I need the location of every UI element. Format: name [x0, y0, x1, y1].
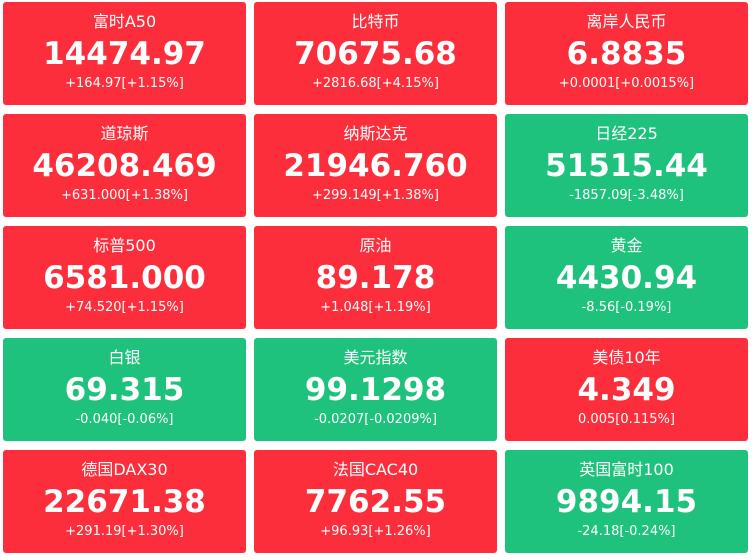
quote-price: 99.1298 [304, 372, 447, 408]
quote-change: +164.97[+1.15%] [65, 76, 184, 91]
quote-change: +291.19[+1.30%] [65, 524, 184, 539]
quote-tile[interactable]: 离岸人民币 6.8835 +0.0001[+0.0015%] [505, 2, 748, 105]
quote-tile[interactable]: 黄金 4430.94 -8.56[-0.19%] [505, 226, 748, 329]
quote-price: 9894.15 [555, 484, 698, 520]
quote-name: 美元指数 [343, 348, 408, 367]
quote-change: +2816.68[+4.15%] [312, 76, 439, 91]
quote-change: +299.149[+1.38%] [312, 188, 439, 203]
quote-price: 6581.000 [43, 260, 206, 296]
quote-price: 51515.44 [545, 148, 708, 184]
quote-change: -0.040[-0.06%] [75, 412, 174, 427]
quote-tile[interactable]: 道琼斯 46208.469 +631.000[+1.38%] [3, 114, 246, 217]
quote-tile[interactable]: 美元指数 99.1298 -0.0207[-0.0209%] [254, 338, 497, 441]
quote-change: -8.56[-0.19%] [581, 300, 672, 315]
quote-price: 46208.469 [32, 148, 217, 184]
quote-tile[interactable]: 德国DAX30 22671.38 +291.19[+1.30%] [3, 450, 246, 553]
quote-name: 离岸人民币 [586, 12, 667, 31]
quote-price: 14474.97 [43, 36, 206, 72]
quote-name: 比特币 [351, 12, 400, 31]
quote-price: 69.315 [64, 372, 185, 408]
quote-tile[interactable]: 法国CAC40 7762.55 +96.93[+1.26%] [254, 450, 497, 553]
quote-change: +0.0001[+0.0015%] [558, 76, 695, 91]
quote-name: 富时A50 [92, 12, 157, 31]
quote-tile[interactable]: 比特币 70675.68 +2816.68[+4.15%] [254, 2, 497, 105]
quote-change: +96.93[+1.26%] [320, 524, 431, 539]
quote-tile[interactable]: 美债10年 4.349 0.005[0.115%] [505, 338, 748, 441]
quote-price: 4430.94 [555, 260, 698, 296]
quote-name: 美债10年 [592, 348, 661, 367]
quote-change: -0.0207[-0.0209%] [314, 412, 437, 427]
quote-name: 原油 [359, 236, 392, 255]
quote-price: 21946.760 [283, 148, 468, 184]
quote-name: 日经225 [595, 124, 658, 143]
quote-tile[interactable]: 标普500 6581.000 +74.520[+1.15%] [3, 226, 246, 329]
quote-tile[interactable]: 富时A50 14474.97 +164.97[+1.15%] [3, 2, 246, 105]
quote-name: 黄金 [610, 236, 643, 255]
quote-change: 0.005[0.115%] [578, 412, 675, 427]
quote-change: -1857.09[-3.48%] [569, 188, 684, 203]
quote-price: 7762.55 [304, 484, 447, 520]
quote-price: 89.178 [315, 260, 436, 296]
quote-change: +631.000[+1.38%] [61, 188, 188, 203]
quote-tile[interactable]: 英国富时100 9894.15 -24.18[-0.24%] [505, 450, 748, 553]
quote-price: 6.8835 [566, 36, 687, 72]
quote-name: 道琼斯 [100, 124, 149, 143]
quote-name: 法国CAC40 [332, 460, 419, 479]
quote-tile[interactable]: 日经225 51515.44 -1857.09[-3.48%] [505, 114, 748, 217]
quote-name: 标普500 [93, 236, 156, 255]
quote-name: 白银 [108, 348, 141, 367]
quote-price: 22671.38 [43, 484, 206, 520]
quote-name: 英国富时100 [579, 460, 674, 479]
quote-change: -24.18[-0.24%] [577, 524, 676, 539]
quote-name: 纳斯达克 [343, 124, 408, 143]
quote-tile[interactable]: 白银 69.315 -0.040[-0.06%] [3, 338, 246, 441]
quote-change: +74.520[+1.15%] [65, 300, 184, 315]
quote-price: 70675.68 [294, 36, 457, 72]
quote-name: 德国DAX30 [81, 460, 168, 479]
quote-tile[interactable]: 原油 89.178 +1.048[+1.19%] [254, 226, 497, 329]
quote-tile[interactable]: 纳斯达克 21946.760 +299.149[+1.38%] [254, 114, 497, 217]
quote-change: +1.048[+1.19%] [320, 300, 431, 315]
quote-price: 4.349 [577, 372, 676, 408]
